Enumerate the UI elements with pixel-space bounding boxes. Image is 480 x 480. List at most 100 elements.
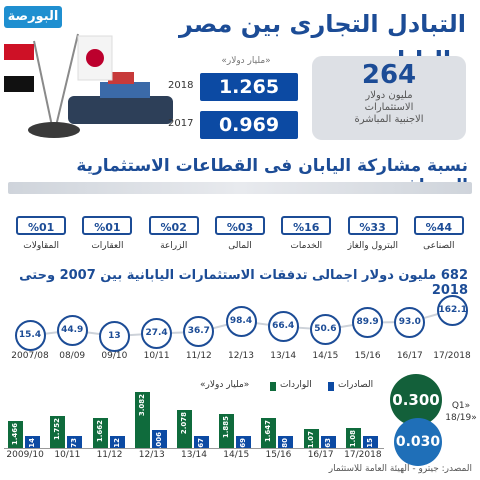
flow-point: 50.6 <box>309 313 341 345</box>
japan-flag <box>77 35 113 81</box>
bar-baseline <box>4 448 384 449</box>
export-bar: 0.080 <box>278 436 294 460</box>
flow-point: 15.4 <box>14 320 46 352</box>
flow-year-label: 12/13 <box>228 351 254 361</box>
import-bar: 1.07 <box>303 428 319 448</box>
flow-year-label: 08/09 <box>59 351 86 361</box>
bar-year-label: 2009/10 <box>6 450 44 460</box>
import-bar-label: 1.466 <box>11 423 20 446</box>
sector-name: المالى <box>228 241 252 251</box>
flow-year-label: 11/12 <box>185 351 212 361</box>
import-bar: 3.082 <box>134 392 150 448</box>
sector-item: %44 الصناعى <box>413 216 464 251</box>
sector-item: %16 الخدمات <box>281 216 332 251</box>
sector-percent: %01 <box>16 216 67 235</box>
flow-year-label: 13/14 <box>270 351 297 361</box>
bar-year-label: 14/15 <box>223 450 250 460</box>
legend-imports-swatch <box>270 382 276 391</box>
export-bar: 0.267 <box>194 436 209 460</box>
legend-unit: «مليار دولار» <box>200 380 250 390</box>
bar-year-label: 16/17 <box>307 450 334 460</box>
fdi-box: 264 مليون دولار الاستثمارات الاجنبية الم… <box>312 56 466 140</box>
export-bar: 0.14 <box>25 436 41 455</box>
sector-item: %02 الزراعة <box>148 216 199 251</box>
sector-name: البترول والغاز <box>347 241 398 251</box>
flow-year-label: 10/11 <box>143 351 170 361</box>
bar-year-label: 13/14 <box>181 450 207 460</box>
flags-ship-illustration <box>4 33 173 138</box>
flow-year-label: 2007/08 <box>11 351 49 361</box>
flow-point: 89.9 <box>352 307 384 339</box>
fdi-line3: الاجنبية المباشرة <box>354 114 424 125</box>
legend-imports: الواردات <box>280 380 312 390</box>
sector-item: %03 المالى <box>215 216 265 251</box>
export-bar: 0.115 <box>362 436 378 460</box>
flag-base <box>28 122 80 138</box>
flow-year-label: 14/15 <box>312 351 339 361</box>
q1-exports-circle: 0.030 <box>394 418 442 466</box>
import-bar: 1.885 <box>219 413 235 448</box>
sector-name: الخدمات <box>290 241 323 251</box>
sector-name: الصناعى <box>423 241 455 251</box>
q1-imports-circle: 0.300 <box>390 374 442 426</box>
flow-point: 44.9 <box>56 314 88 346</box>
egypt-flag <box>4 44 34 92</box>
sectors-row: %44 الصناعى %33 البترول والغاز %16 الخدمات %03… <box>8 216 472 256</box>
ship-hull <box>68 96 173 124</box>
flow-point: 98.4 <box>225 305 257 337</box>
bar-year-label: 10/11 <box>54 450 81 460</box>
sector-percent: %33 <box>347 216 398 235</box>
fdi-value: 264 <box>361 60 417 90</box>
import-bar: 1.647 <box>261 418 277 448</box>
flow-year-label: 16/17 <box>396 351 423 361</box>
trade-year-2017: 2017 <box>168 118 194 129</box>
flow-point: 93.0 <box>394 306 426 338</box>
flow-point: 36.7 <box>183 316 215 348</box>
sector-item: %01 العقارات <box>82 216 133 251</box>
sector-percent: %02 <box>148 216 199 235</box>
sector-percent: %01 <box>82 216 133 235</box>
import-bar-label: 3.082 <box>137 394 146 417</box>
import-bar-label: 2.078 <box>180 412 188 435</box>
ship-cargo <box>100 82 150 98</box>
import-bar-label: 1.08 <box>348 430 357 448</box>
bar-year-label: 11/12 <box>96 450 123 460</box>
flow-point: 162.1 <box>436 294 468 326</box>
sector-name: الزراعة <box>160 241 188 251</box>
export-bar: 1.006 <box>151 429 167 454</box>
source-note: المصدر: جيترو - الهيئة العامة للاستثمار <box>328 464 472 474</box>
flow-point: 66.4 <box>267 311 299 343</box>
bar-year-label: 15/16 <box>265 450 292 460</box>
export-bar: 0.063 <box>320 436 336 460</box>
trade-value-2018: 1.265 <box>200 73 298 101</box>
export-bar: 0.612 <box>109 436 125 460</box>
q1-label: Q1» 18/19» <box>445 401 477 423</box>
import-bar-label: 1.647 <box>264 420 273 443</box>
bar-legend: «مليار دولار» الواردات الصادرات <box>200 380 400 394</box>
sector-name: المقاولات <box>23 241 59 251</box>
flow-year-label: 09/10 <box>101 351 128 361</box>
bar-year-label: 12/13 <box>138 450 165 460</box>
flow-point: 27.4 <box>141 317 173 349</box>
legend-exports-swatch <box>328 382 334 391</box>
decorative-stripe <box>8 182 472 194</box>
export-bar: 0.269 <box>236 436 252 460</box>
sector-percent: %16 <box>281 216 332 235</box>
flow-year-label: 15/16 <box>354 351 381 361</box>
bar-years: 2009/10 10/11 11/12 12/13 13/14 14/15 15/16 16/… <box>4 450 384 462</box>
import-bar-label: 1.662 <box>95 419 104 443</box>
flows-title: 682 مليون دولار اجمالى تدفقات الاستثمارا… <box>19 268 468 298</box>
import-bar: 1.08 <box>345 428 361 448</box>
import-bar-label: 1.752 <box>53 418 62 441</box>
import-bar: 1.466 <box>8 421 24 448</box>
sector-name: العقارات <box>91 241 124 251</box>
trade-value-2017: 0.969 <box>200 111 298 139</box>
legend-exports: الصادرات <box>338 380 374 390</box>
fdi-line1: مليون دولار <box>365 90 413 101</box>
flows-marks: 15.4 2007/08 44.9 08/09 13 09/10 27.4 10/11 36.7… <box>0 288 480 364</box>
sector-percent: %44 <box>413 216 464 235</box>
sector-item: %01 المقاولات <box>16 216 67 251</box>
sector-item: %33 البترول والغاز <box>347 216 398 251</box>
import-bar-label: 1.07 <box>306 430 315 448</box>
export-bar: 0.373 <box>67 436 83 460</box>
